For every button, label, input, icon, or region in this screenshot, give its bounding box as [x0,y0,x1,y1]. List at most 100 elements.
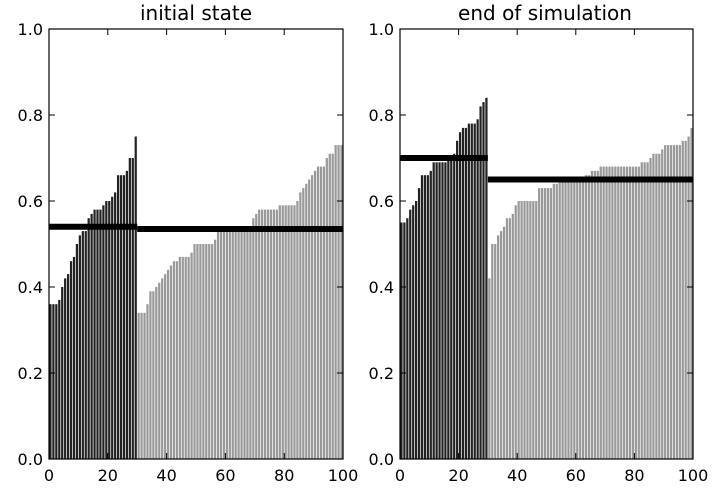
bar [58,299,61,459]
bar [596,170,599,459]
bar [620,166,623,459]
bar [119,175,123,459]
bar [258,209,261,459]
bar [334,145,337,459]
panel-initial-state: initial state 0 20 40 60 80 100 0.00.20.40.60… [18,1,359,485]
bar [164,274,167,459]
y-tick-label: 0.8 [18,106,43,125]
bar [573,179,576,459]
bar [631,166,635,459]
bar [643,162,646,460]
bar [584,175,588,459]
bar [453,153,456,459]
bar [72,256,76,459]
bar [499,231,503,459]
bar [502,226,506,459]
bar [93,209,96,459]
bars [400,97,693,460]
bar [467,123,470,459]
bar [266,209,270,459]
y-tick-label: 0.0 [18,450,43,469]
bar [661,149,664,459]
bar [52,304,55,459]
bar [213,239,217,459]
bar [287,205,290,459]
bar [652,153,655,459]
bar [337,145,340,459]
bar [316,166,320,459]
bar [415,201,418,459]
x-tick-label: 60 [566,466,586,485]
y-tick-label: 0.6 [18,192,43,211]
bar [114,192,117,459]
bar [78,235,81,459]
bar [134,136,137,459]
x-tick-label: 0 [44,466,54,485]
bar [646,162,649,460]
bar [429,170,432,459]
bar [84,231,87,459]
bar [278,205,281,459]
bar [81,231,84,459]
bar [564,179,567,459]
bar [634,166,637,459]
x-tick-label: 80 [624,466,644,485]
y-tick-label: 0.4 [369,278,394,297]
bar [450,158,453,459]
x-axis-ticks: 0 20 40 60 80 100 [395,29,708,485]
chart-title: end of simulation [458,1,632,25]
bar [299,192,302,459]
bar [494,244,497,459]
bar [152,291,155,459]
bar [532,201,535,459]
bar [461,127,465,460]
bar [497,235,500,459]
y-tick-label: 1.0 [369,20,394,39]
bar [102,205,105,459]
bar [476,119,479,460]
bar [172,261,176,459]
bar [143,312,146,459]
bar [178,256,181,459]
bar [61,287,64,459]
bar [482,102,485,459]
bar [432,162,435,460]
bar [576,179,579,459]
bar [540,188,544,459]
bar [508,218,511,459]
bar [302,188,305,459]
bar [237,231,240,459]
bar [590,170,594,459]
bar [313,170,317,459]
bar [599,166,602,459]
bar [325,158,328,459]
bar [219,231,223,459]
bar [526,201,529,459]
bar [614,166,617,459]
bar [687,136,690,459]
bar [199,244,202,459]
bar [105,201,108,459]
bar [146,304,149,459]
x-axis-ticks: 0 20 40 60 80 100 [44,29,358,485]
bar [579,179,582,459]
bar [608,166,611,459]
bar [161,278,164,459]
bar [196,244,199,459]
bar [205,244,208,459]
bar [131,158,134,459]
bar [456,140,459,460]
bar [464,127,468,460]
bar [529,201,532,459]
bar [637,166,640,459]
bar [549,188,553,459]
bar [225,231,228,459]
x-tick-label: 100 [678,466,709,485]
bar [602,166,605,459]
bar [400,222,403,459]
bar [538,188,541,459]
bar [175,261,178,459]
x-tick-label: 100 [328,466,359,485]
bar [231,231,234,459]
bar [570,179,573,459]
